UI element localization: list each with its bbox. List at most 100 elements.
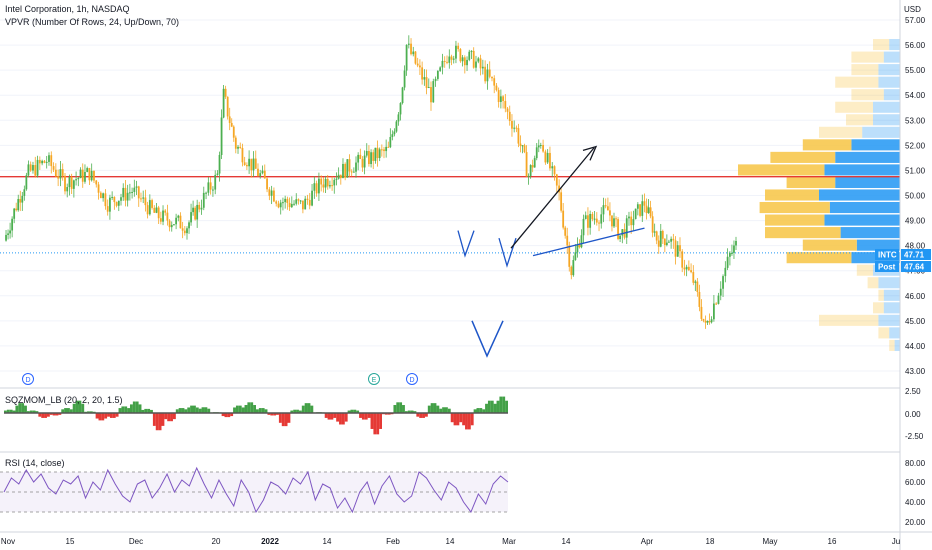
candle-body bbox=[517, 128, 520, 144]
rsi-axis[interactable]: 80.00 60.00 40.00 20.00 bbox=[905, 459, 926, 527]
candle-body bbox=[95, 180, 98, 185]
price-tick-label: 49.00 bbox=[905, 217, 926, 226]
candle-body bbox=[142, 197, 145, 199]
sqzmom-bar bbox=[344, 413, 348, 422]
candle-body bbox=[719, 288, 722, 296]
candle-body bbox=[90, 170, 93, 181]
candle-body bbox=[674, 240, 677, 257]
candle-body bbox=[457, 45, 460, 50]
sqzmom-bar bbox=[370, 413, 374, 429]
candle-body bbox=[320, 178, 323, 185]
candle-body bbox=[735, 240, 737, 246]
candle-body bbox=[248, 158, 251, 167]
sqzmom-bar bbox=[278, 413, 282, 423]
candle-body bbox=[452, 58, 455, 60]
volume-row-up bbox=[878, 277, 900, 289]
sqzmom-bar bbox=[373, 413, 377, 435]
candle-body bbox=[97, 184, 100, 193]
sqzmom-bar bbox=[353, 409, 357, 413]
candle-body bbox=[329, 185, 331, 187]
candle-body bbox=[297, 199, 300, 201]
sqzmom-bar bbox=[193, 405, 196, 413]
volume-row-up bbox=[824, 164, 900, 176]
candle-body bbox=[425, 77, 428, 88]
sqzmom-bar bbox=[115, 413, 119, 417]
sqzmom-tick-label: 0.00 bbox=[905, 410, 921, 419]
sqzmom-bar bbox=[6, 409, 10, 413]
candle-body bbox=[342, 163, 344, 179]
sqzmom-bar bbox=[287, 413, 291, 423]
volume-row-down bbox=[878, 289, 884, 301]
price-axis[interactable]: 57.00 56.00 55.00 54.00 53.00 52.00 51.00 50.00… bbox=[905, 16, 926, 376]
candle-body bbox=[527, 175, 530, 177]
volume-row-down bbox=[889, 339, 895, 351]
sqzmom-bar bbox=[121, 406, 125, 413]
sqzmom-bar bbox=[276, 413, 279, 415]
sqzmom-bar bbox=[89, 411, 93, 413]
candle-body bbox=[77, 178, 80, 180]
currency-label: USD bbox=[904, 5, 921, 14]
candle-body bbox=[286, 198, 289, 203]
candle-body bbox=[546, 152, 549, 163]
candle-body bbox=[59, 169, 62, 179]
candle-body bbox=[52, 166, 55, 170]
event-marker-letter: D bbox=[25, 377, 30, 384]
candle-body bbox=[68, 176, 71, 188]
candle-body bbox=[133, 187, 136, 192]
candle-body bbox=[405, 44, 408, 71]
sqzmom-bar bbox=[64, 408, 67, 413]
sqzmom-bar bbox=[462, 413, 466, 426]
candle-body bbox=[582, 218, 585, 236]
candle-body bbox=[443, 60, 446, 62]
sqzmom-bar bbox=[12, 410, 16, 413]
sqzmom-bar bbox=[184, 409, 188, 413]
sqzmom-bar bbox=[9, 409, 13, 413]
candle-body bbox=[649, 207, 652, 217]
candle-body bbox=[241, 148, 244, 163]
sqzmom-bar bbox=[450, 413, 454, 423]
candle-body bbox=[34, 165, 37, 176]
event-marker-letter: D bbox=[409, 377, 414, 384]
candle-body bbox=[335, 178, 338, 180]
candle-body bbox=[166, 212, 169, 221]
candle-body bbox=[609, 210, 611, 216]
candle-body bbox=[468, 51, 471, 60]
candle-body bbox=[61, 169, 64, 176]
time-axis[interactable]: Nov 15 Dec 20 2022 14 Feb 14 Mar 14 Apr 18 May 16 Ju bbox=[1, 537, 900, 546]
sqzmom-bar bbox=[482, 409, 486, 413]
sqzmom-bar bbox=[470, 413, 474, 426]
candle-body bbox=[542, 145, 544, 152]
candle-body bbox=[86, 168, 89, 172]
candle-body bbox=[659, 230, 662, 247]
candle-body bbox=[99, 192, 102, 199]
candle-body bbox=[288, 202, 291, 208]
trend-drawings bbox=[457, 145, 645, 358]
post-price-tag: Post 47.64 bbox=[875, 261, 931, 272]
candle-body bbox=[194, 207, 197, 220]
volume-row-down bbox=[786, 252, 852, 264]
candle-body bbox=[198, 204, 201, 210]
sqzmom-bar bbox=[175, 409, 179, 413]
candle-body bbox=[679, 245, 681, 252]
candle-body bbox=[214, 174, 217, 190]
candle-body bbox=[370, 152, 372, 165]
candle-body bbox=[385, 146, 388, 152]
candle-body bbox=[619, 235, 621, 239]
sqzmom-axis[interactable]: 2.50 0.00 -2.50 bbox=[905, 387, 924, 441]
sqzmom-bar bbox=[35, 411, 39, 413]
sqzmom-bar bbox=[505, 400, 508, 413]
bottom-arrow bbox=[471, 320, 504, 358]
sqzmom-bar bbox=[393, 405, 397, 413]
event-marker-badge bbox=[368, 373, 380, 385]
candle-body bbox=[313, 183, 316, 191]
candle-body bbox=[574, 252, 577, 261]
sqzmom-bar bbox=[290, 410, 294, 413]
candle-body bbox=[570, 266, 573, 276]
time-tick-label: 18 bbox=[706, 537, 715, 546]
candle-body bbox=[355, 162, 357, 172]
candle-body bbox=[393, 131, 396, 135]
candle-body bbox=[13, 208, 16, 219]
volume-row-down bbox=[873, 39, 890, 51]
